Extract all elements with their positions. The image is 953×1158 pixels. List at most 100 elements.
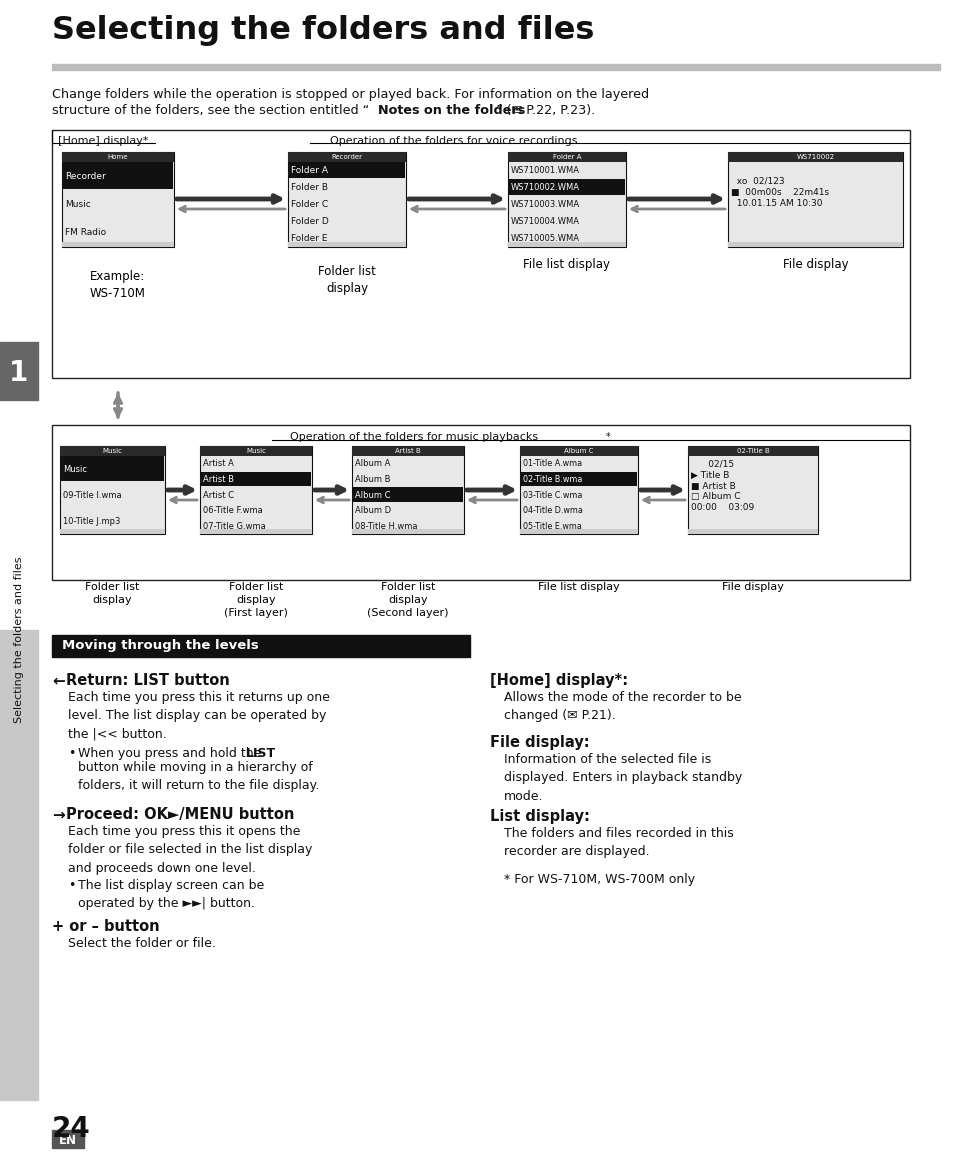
Text: Music: Music bbox=[63, 464, 87, 474]
Text: + or – button: + or – button bbox=[52, 919, 159, 935]
Text: Select the folder or file.: Select the folder or file. bbox=[68, 937, 215, 950]
Text: Return: LIST button: Return: LIST button bbox=[66, 673, 230, 688]
Text: Folder list
display
(First layer): Folder list display (First layer) bbox=[224, 582, 288, 617]
Text: ←: ← bbox=[52, 673, 65, 688]
Text: Folder B: Folder B bbox=[291, 183, 328, 192]
Text: Operation of the folders for music playbacks: Operation of the folders for music playb… bbox=[290, 432, 537, 442]
Bar bbox=[62, 242, 173, 247]
Bar bbox=[727, 152, 902, 247]
Bar bbox=[52, 64, 939, 69]
Text: Album C: Album C bbox=[564, 448, 593, 454]
Text: 06-Title F.wma: 06-Title F.wma bbox=[203, 506, 262, 515]
Bar bbox=[60, 446, 165, 456]
Bar bbox=[63, 162, 172, 190]
Text: Music: Music bbox=[246, 448, 266, 454]
Text: Folder list
display: Folder list display bbox=[85, 582, 139, 604]
Text: Selecting the folders and files: Selecting the folders and files bbox=[52, 15, 594, 46]
Text: Album D: Album D bbox=[355, 506, 391, 515]
Bar bbox=[288, 242, 406, 247]
Text: 09-Title I.wma: 09-Title I.wma bbox=[63, 491, 121, 499]
Bar bbox=[60, 529, 165, 534]
Bar bbox=[353, 488, 462, 501]
Bar bbox=[52, 635, 470, 657]
Text: Folder C: Folder C bbox=[291, 200, 328, 208]
Text: 08-Title H.wma: 08-Title H.wma bbox=[355, 522, 417, 530]
Bar bbox=[0, 630, 38, 1100]
Text: Home: Home bbox=[108, 154, 128, 160]
Text: Music: Music bbox=[102, 448, 122, 454]
Bar bbox=[507, 152, 625, 247]
Text: WS710005.WMA: WS710005.WMA bbox=[511, 234, 579, 243]
Text: 01-Title A.wma: 01-Title A.wma bbox=[522, 460, 581, 468]
Text: EN: EN bbox=[59, 1134, 77, 1146]
Bar bbox=[687, 529, 817, 534]
Text: WS710001.WMA: WS710001.WMA bbox=[511, 166, 579, 175]
Text: Notes on the folders: Notes on the folders bbox=[377, 104, 525, 117]
Text: structure of the folders, see the section entitled “: structure of the folders, see the sectio… bbox=[52, 104, 369, 117]
Bar bbox=[509, 179, 624, 195]
Text: WS710004.WMA: WS710004.WMA bbox=[511, 217, 579, 226]
Text: □ Album C: □ Album C bbox=[690, 492, 740, 501]
Bar bbox=[62, 152, 173, 247]
Text: Selecting the folders and files: Selecting the folders and files bbox=[14, 557, 24, 724]
Text: WS710003.WMA: WS710003.WMA bbox=[511, 200, 579, 208]
Bar bbox=[352, 529, 463, 534]
Bar bbox=[200, 446, 312, 456]
Text: 04-Title D.wma: 04-Title D.wma bbox=[522, 506, 582, 515]
Bar bbox=[200, 529, 312, 534]
Bar bbox=[507, 152, 625, 162]
Bar bbox=[288, 152, 406, 162]
Bar bbox=[62, 152, 173, 162]
Text: ■ Artist B: ■ Artist B bbox=[690, 482, 735, 491]
Bar bbox=[687, 446, 817, 456]
Text: 05-Title E.wma: 05-Title E.wma bbox=[522, 522, 581, 530]
Text: WS710002: WS710002 bbox=[796, 154, 834, 160]
Text: •: • bbox=[68, 879, 75, 892]
Bar bbox=[288, 152, 406, 247]
Bar bbox=[352, 446, 463, 534]
Bar bbox=[507, 242, 625, 247]
Text: Folder E: Folder E bbox=[291, 234, 327, 243]
Text: ” (✉ P.22, P.23).: ” (✉ P.22, P.23). bbox=[496, 104, 595, 117]
Text: WS710002.WMA: WS710002.WMA bbox=[511, 183, 579, 192]
Text: When you press and hold the: When you press and hold the bbox=[78, 747, 265, 760]
Text: 02/15: 02/15 bbox=[690, 460, 734, 469]
Text: File list display: File list display bbox=[523, 258, 610, 271]
Text: Artist B: Artist B bbox=[395, 448, 420, 454]
Text: Folder list
display
(Second layer): Folder list display (Second layer) bbox=[367, 582, 448, 617]
Text: →: → bbox=[52, 807, 65, 822]
Text: •: • bbox=[68, 747, 75, 760]
Text: File display: File display bbox=[781, 258, 847, 271]
Bar bbox=[201, 471, 311, 486]
Text: ■  00m00s    22m41s: ■ 00m00s 22m41s bbox=[730, 188, 828, 197]
Text: button while moving in a hierarchy of
folders, it will return to the file displa: button while moving in a hierarchy of fo… bbox=[78, 761, 319, 792]
Text: Each time you press this it returns up one
level. The list display can be operat: Each time you press this it returns up o… bbox=[68, 691, 330, 741]
Text: Allows the mode of the recorder to be
changed (✉ P.21).: Allows the mode of the recorder to be ch… bbox=[503, 691, 740, 723]
Bar bbox=[200, 446, 312, 534]
Text: Change folders while the operation is stopped or played back. For information on: Change folders while the operation is st… bbox=[52, 88, 648, 101]
Text: 10.01.15 AM 10:30: 10.01.15 AM 10:30 bbox=[730, 198, 821, 207]
Text: LIST: LIST bbox=[246, 747, 275, 760]
Text: *: * bbox=[605, 432, 610, 442]
Bar bbox=[52, 425, 909, 580]
Text: xo  02/123: xo 02/123 bbox=[730, 176, 783, 185]
Bar bbox=[0, 342, 38, 400]
Bar bbox=[352, 446, 463, 456]
Text: File display: File display bbox=[721, 582, 783, 592]
Text: Folder list
display: Folder list display bbox=[317, 265, 375, 295]
Text: 00:00    03:09: 00:00 03:09 bbox=[690, 504, 754, 513]
Bar bbox=[52, 130, 909, 378]
Text: FM Radio: FM Radio bbox=[65, 228, 106, 237]
Text: [Home] display*: [Home] display* bbox=[58, 135, 149, 146]
Bar bbox=[520, 471, 637, 486]
Bar bbox=[727, 242, 902, 247]
Text: Recorder: Recorder bbox=[65, 171, 106, 181]
Text: Recorder: Recorder bbox=[331, 154, 362, 160]
Text: Artist A: Artist A bbox=[203, 460, 233, 468]
Text: 03-Title C.wma: 03-Title C.wma bbox=[522, 491, 581, 499]
Text: Folder D: Folder D bbox=[291, 217, 329, 226]
Text: Moving through the levels: Moving through the levels bbox=[62, 639, 258, 652]
Bar bbox=[289, 162, 405, 178]
Text: Artist C: Artist C bbox=[203, 491, 233, 499]
Text: Album C: Album C bbox=[355, 491, 390, 499]
